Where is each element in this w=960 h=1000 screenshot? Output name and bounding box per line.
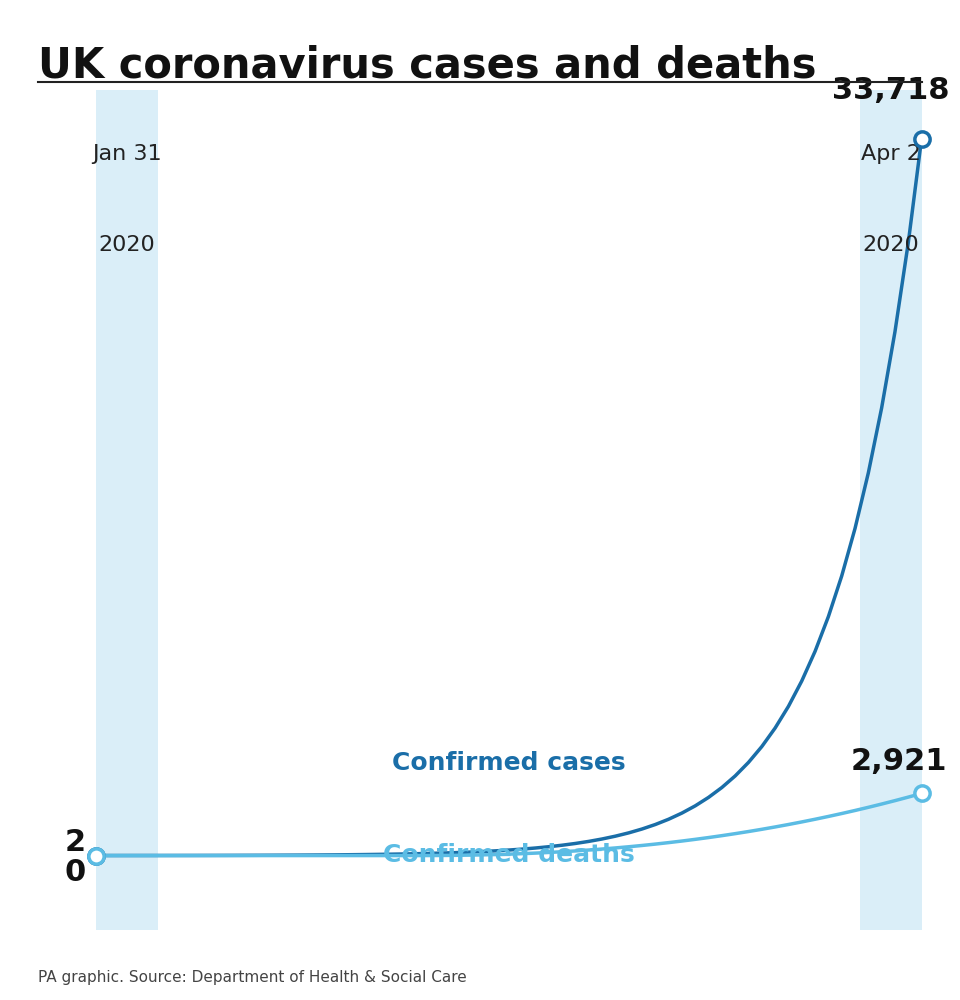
Text: 0: 0 [65,858,86,887]
Text: Confirmed cases: Confirmed cases [392,751,626,775]
Text: 2020: 2020 [99,235,156,255]
Text: PA graphic. Source: Department of Health & Social Care: PA graphic. Source: Department of Health… [38,970,468,985]
Text: 2: 2 [65,828,86,857]
Text: Confirmed deaths: Confirmed deaths [383,843,635,867]
Text: Apr 2: Apr 2 [861,144,921,164]
Text: UK coronavirus cases and deaths: UK coronavirus cases and deaths [38,45,817,87]
Bar [860,90,922,930]
Text: Jan 31: Jan 31 [92,144,162,164]
Bar [96,90,157,930]
Text: 2020: 2020 [862,235,919,255]
Text: 33,718: 33,718 [832,76,949,105]
Text: 2,921: 2,921 [851,747,948,776]
